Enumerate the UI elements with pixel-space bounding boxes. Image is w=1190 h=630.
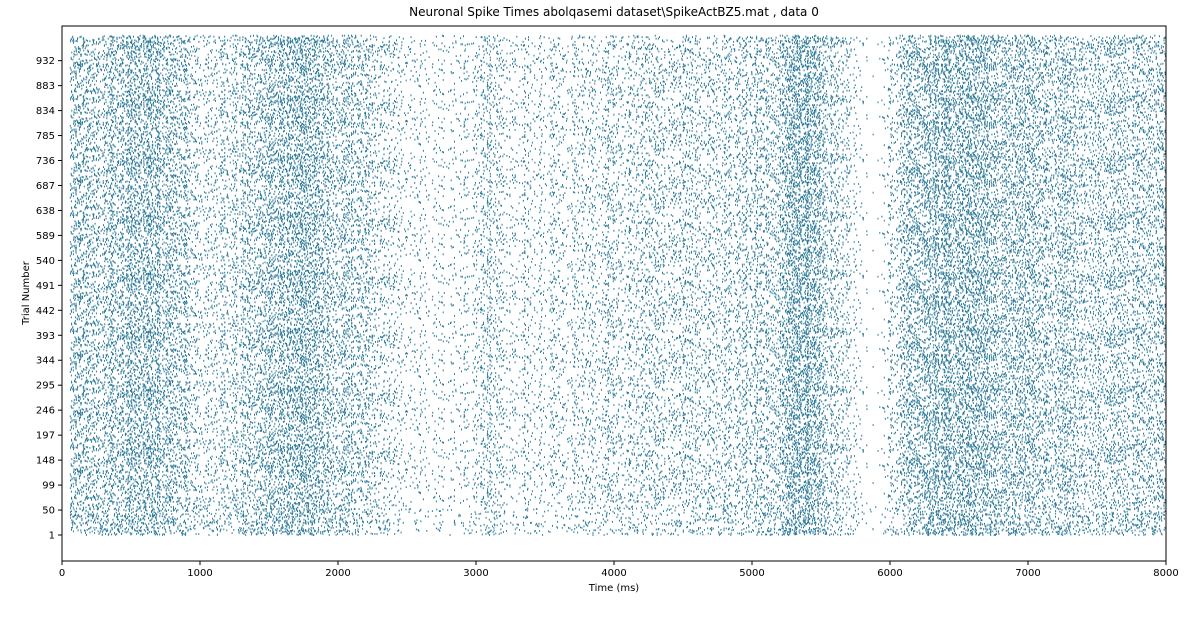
- y-tick-label: 442: [36, 306, 55, 317]
- x-tick-label: 1000: [187, 568, 212, 579]
- y-tick-label: 148: [36, 456, 55, 467]
- y-tick-label: 295: [36, 381, 55, 392]
- x-axis-label: Time (ms): [588, 583, 640, 594]
- x-axis: 0 1000 2000 3000 4000 5000 6000 7000 8000: [59, 561, 1179, 579]
- x-tick-label: 5000: [739, 568, 764, 579]
- y-tick-label: 344: [36, 356, 55, 367]
- y-tick-label: 540: [36, 256, 55, 267]
- x-tick-label: 7000: [1015, 568, 1040, 579]
- x-tick-label: 2000: [325, 568, 350, 579]
- y-tick-label: 99: [42, 481, 55, 492]
- spike-raster: [69, 34, 1166, 536]
- x-tick-label: 0: [59, 568, 65, 579]
- y-tick-label: 883: [36, 81, 55, 92]
- x-tick-label: 6000: [877, 568, 902, 579]
- y-tick-label: 687: [36, 181, 55, 192]
- x-tick-label: 8000: [1153, 568, 1178, 579]
- y-tick-label: 393: [36, 331, 55, 342]
- y-tick-label: 50: [42, 506, 55, 517]
- y-tick-label: 246: [36, 406, 55, 417]
- chart-title: Neuronal Spike Times abolqasemi dataset\…: [409, 5, 819, 19]
- x-tick-label: 3000: [463, 568, 488, 579]
- y-tick-label: 834: [36, 106, 55, 117]
- y-tick-label: 932: [36, 56, 55, 67]
- y-tick-label: 197: [36, 431, 55, 442]
- x-tick-label: 4000: [601, 568, 626, 579]
- y-tick-label: 491: [36, 281, 55, 292]
- y-axis-label: Trial Number: [21, 260, 32, 326]
- y-tick-label: 785: [36, 131, 55, 142]
- spike-ticks: [69, 34, 1166, 536]
- y-tick-label: 589: [36, 231, 55, 242]
- y-tick-label: 736: [36, 156, 55, 167]
- y-tick-label: 638: [36, 206, 55, 217]
- y-tick-label: 1: [49, 531, 55, 542]
- y-axis: 1 50 99 148 197 246 295 344 393 442 491 540 589 638 68…: [36, 56, 62, 542]
